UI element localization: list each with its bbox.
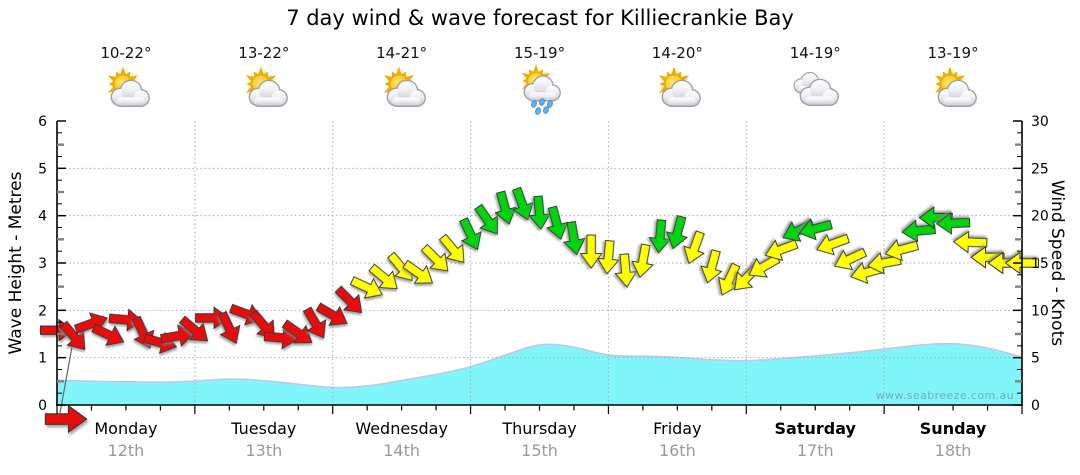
wind-arrow [631, 243, 654, 279]
right-tick-label: 15 [1031, 256, 1049, 272]
day-date-label: 12th [107, 441, 145, 460]
partly-cloudy-icon [107, 66, 150, 107]
day-date-label: 13th [245, 441, 283, 460]
day-temp-label: 13-19° [927, 44, 979, 62]
current-wind-arrow [44, 404, 88, 434]
wind-arrow [700, 249, 723, 284]
right-tick-label: 25 [1031, 161, 1049, 177]
wind-arrow [562, 220, 586, 256]
day-date-label: 17th [796, 441, 834, 460]
wind-arrow [816, 233, 850, 256]
left-axis-label: Wave Height - Metres [6, 171, 26, 355]
day-column-header: 13-19° [884, 44, 1022, 120]
right-tick-label: 5 [1031, 351, 1040, 367]
day-name-label: Monday [94, 419, 158, 438]
wind-arrow [178, 315, 209, 342]
wind-arrow [512, 186, 534, 221]
day-name-label: Friday [653, 419, 702, 438]
wind-arrow [798, 218, 833, 241]
day-date-label: 16th [658, 441, 696, 460]
day-temp-label: 14-20° [651, 44, 703, 62]
day-name-label: Wednesday [355, 419, 448, 438]
right-axis-label: Wind Speed - Knots [1047, 179, 1067, 347]
cloudy-icon [793, 71, 840, 106]
day-column-header: 14-20° [608, 44, 746, 120]
wind-arrow [935, 211, 971, 235]
partly-cloudy-icon [934, 66, 977, 107]
day-temp-label: 13-22° [238, 44, 290, 62]
day-temp-label: 15-19° [513, 44, 566, 62]
wind-arrow [302, 306, 327, 339]
left-tick-label: 6 [38, 114, 47, 130]
partly-cloudy-icon [383, 66, 426, 107]
day-column-header: 10-22° [57, 44, 195, 120]
left-tick-label: 4 [38, 209, 47, 225]
wind-arrow [952, 230, 988, 254]
wind-arrow [281, 319, 313, 344]
wind-arrow [349, 276, 383, 299]
wind-arrow [315, 302, 348, 326]
wind-arrow [474, 203, 499, 235]
day-name-label: Saturday [774, 419, 856, 438]
day-column-header: 14-21° [333, 44, 471, 120]
wind-arrow [494, 190, 517, 225]
day-date-label: 15th [521, 441, 558, 460]
wind-arrow [217, 310, 241, 345]
left-tick-label: 3 [38, 256, 47, 272]
wind-arrow [970, 245, 1005, 269]
day-temp-label: 14-19° [789, 44, 841, 62]
wind-arrow [459, 217, 482, 251]
wind-arrow [884, 238, 920, 262]
wind-arrow [833, 247, 868, 271]
watermark: www.seabreeze.com.au [875, 389, 1014, 402]
axes: 0 1 2 3 4 5 6 0 5 10 15 20 25 30 [38, 114, 1049, 414]
wind-arrow [195, 306, 230, 330]
left-tick-label: 5 [38, 161, 47, 177]
rain-icon [521, 64, 561, 115]
wind-arrow [648, 219, 672, 254]
partly-cloudy-icon [659, 66, 702, 107]
wind-arrow [596, 239, 620, 275]
left-tick-label: 2 [38, 303, 47, 319]
wind-arrow [528, 195, 552, 231]
day-column-header: 14-19° [746, 44, 884, 120]
connector-line [59, 335, 75, 414]
wind-arrow [614, 253, 638, 288]
right-tick-label: 30 [1031, 114, 1049, 130]
right-tick-label: 10 [1031, 303, 1049, 319]
day-name-label: Sunday [919, 419, 987, 438]
wind-arrow [91, 323, 125, 346]
partly-cloudy-icon [245, 66, 288, 107]
day-column-header: 15-19° [471, 44, 609, 120]
right-tick-label: 20 [1031, 209, 1049, 225]
day-date-label: 14th [383, 441, 421, 460]
left-tick-label: 1 [38, 351, 47, 367]
wind-arrow [263, 326, 299, 350]
wind-arrow [368, 263, 398, 290]
wind-arrow [402, 259, 434, 284]
wind-arrow [545, 205, 569, 240]
right-tick-label: 0 [1031, 398, 1040, 414]
wind-arrow [665, 215, 689, 250]
wind-arrow [764, 239, 799, 262]
day-date-label: 18th [934, 441, 972, 460]
wind-arrow [160, 324, 195, 347]
wave-area [56, 342, 1023, 405]
wind-arrow [59, 320, 86, 351]
page-title: 7 day wind & wave forecast for Killiecra… [286, 6, 794, 30]
day-name-label: Tuesday [231, 419, 297, 438]
wind-arrows [40, 186, 1039, 354]
day-temp-label: 14-21° [376, 44, 428, 62]
wind-arrow [334, 285, 363, 314]
wind-arrow [420, 243, 449, 272]
day-temp-label: 10-22° [100, 44, 152, 62]
day-name-label: Thursday [502, 419, 577, 438]
wind-arrow [683, 230, 705, 265]
wind-arrow [579, 234, 603, 269]
wind-arrow [438, 233, 465, 263]
left-tick-label: 0 [38, 398, 47, 414]
day-column-header: 13-22° [195, 44, 333, 120]
